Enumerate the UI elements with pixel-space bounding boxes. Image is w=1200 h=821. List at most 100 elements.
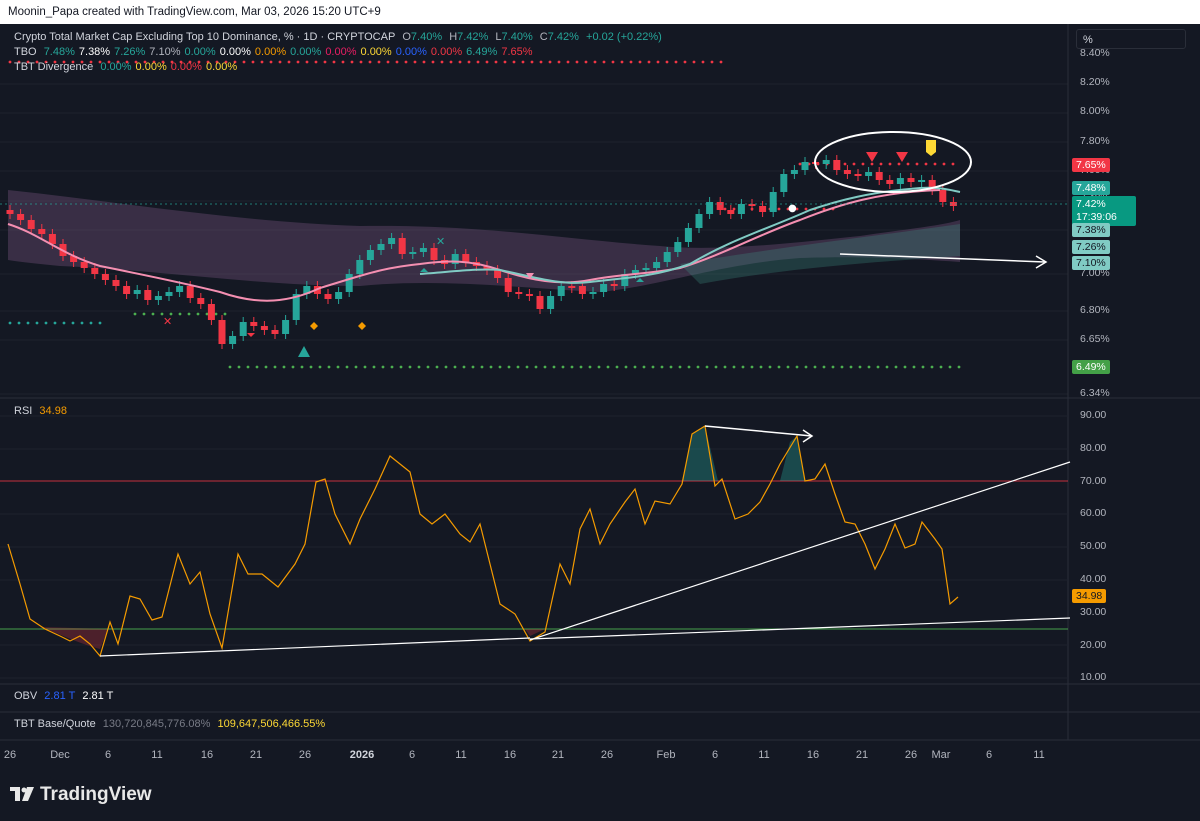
svg-text:●: ●	[788, 203, 797, 214]
level-dot	[246, 365, 250, 369]
candle	[260, 326, 268, 330]
candle	[197, 298, 205, 304]
price-tag-765: 7.65%	[1072, 158, 1110, 172]
price-axis-label: 6.80%	[1080, 304, 1110, 316]
level-dot	[840, 365, 844, 369]
candle	[854, 174, 862, 176]
level-dot	[525, 365, 529, 369]
candle	[123, 286, 131, 294]
time-axis-label: 2026	[349, 749, 375, 761]
level-dot	[116, 60, 120, 64]
level-dot	[215, 60, 219, 64]
level-dot	[615, 365, 619, 369]
rsi-axis-label: 20.00	[1080, 638, 1107, 651]
level-dot	[205, 312, 209, 316]
level-dot	[915, 162, 919, 166]
level-dot	[687, 365, 691, 369]
level-dot	[942, 162, 946, 166]
level-dot	[957, 365, 961, 369]
time-axis-label: 21	[855, 749, 869, 761]
price-axis-label: 8.20%	[1080, 76, 1110, 88]
obv-legend[interactable]: OBV 2.81 T 2.81 T	[14, 690, 117, 702]
tbt_div-value: 0.00%	[170, 61, 202, 73]
chart-area[interactable]: ✕ ✕ ●	[0, 24, 1200, 770]
candle	[822, 160, 830, 164]
tbt-base-quote-legend[interactable]: TBT Base/Quote 130,720,845,776.08% 109,6…	[14, 718, 329, 730]
level-dot	[588, 365, 592, 369]
level-dot	[296, 60, 300, 64]
level-dot	[647, 60, 651, 64]
ma-pink-line	[7, 189, 941, 302]
level-dot	[759, 365, 763, 369]
level-dot	[822, 365, 826, 369]
candle	[27, 220, 35, 229]
level-dot	[314, 60, 318, 64]
tbt-divergence-legend[interactable]: TBT Divergence 0.00% 0.00% 0.00% 0.00%	[14, 61, 241, 73]
unit-selector[interactable]: %	[1076, 29, 1186, 49]
tbo-legend[interactable]: TBO 7.48% 7.38% 7.26% 7.10% 0.00% 0.00% 0.00% 0…	[14, 46, 537, 58]
level-dot	[849, 365, 853, 369]
level-dot	[485, 60, 489, 64]
level-dot	[656, 60, 660, 64]
share-credit: Moonin_Papa created with TradingView.com…	[8, 6, 381, 18]
tbo-value: 0.00%	[219, 46, 251, 58]
level-dot	[638, 60, 642, 64]
chart-canvas[interactable]: ✕ ✕ ●	[0, 24, 1200, 770]
level-dot	[462, 365, 466, 369]
candle	[451, 254, 459, 264]
level-dot	[665, 60, 669, 64]
level-dot	[413, 60, 417, 64]
level-dot	[291, 365, 295, 369]
level-dot	[732, 365, 736, 369]
level-dot	[300, 365, 304, 369]
tradingview-logo[interactable]: TradingView	[10, 784, 152, 806]
tbo-value: 7.10%	[149, 46, 181, 58]
level-dot	[843, 162, 847, 166]
low-label: L	[495, 31, 502, 43]
level-dot	[552, 365, 556, 369]
tbo-value: 7.65%	[501, 46, 533, 58]
level-dot	[255, 365, 259, 369]
level-dot	[723, 365, 727, 369]
rsi-legend[interactable]: RSI 34.98	[14, 405, 71, 417]
candle	[430, 248, 438, 260]
level-dot	[714, 365, 718, 369]
level-dot	[62, 60, 66, 64]
level-dot	[188, 60, 192, 64]
level-dot	[453, 365, 457, 369]
candle	[91, 268, 99, 274]
candle	[642, 268, 650, 270]
candle	[6, 210, 14, 214]
tbt-base-quote-name: TBT Base/Quote	[14, 718, 96, 730]
candle	[695, 214, 703, 228]
level-dot	[440, 60, 444, 64]
level-dot	[924, 162, 928, 166]
close-value: 7.42%	[547, 31, 579, 43]
level-dot	[309, 365, 313, 369]
level-dot	[323, 60, 327, 64]
level-dot	[269, 60, 273, 64]
tbt-base-quote-value-1: 130,720,845,776.08%	[102, 718, 211, 730]
candle	[843, 170, 851, 174]
candle	[907, 178, 915, 182]
price-axis-label: 6.34%	[1080, 387, 1110, 399]
candle	[282, 320, 290, 334]
level-dot	[894, 365, 898, 369]
level-dot	[160, 312, 164, 316]
projection-arrow	[839, 253, 1046, 263]
level-dot	[260, 60, 264, 64]
candle	[536, 296, 544, 309]
high-value: 7.42%	[457, 31, 489, 43]
rsi-tag: 34.98	[1072, 589, 1107, 603]
candle	[250, 322, 258, 326]
level-dot	[831, 365, 835, 369]
tbo-value: 7.48%	[43, 46, 75, 58]
candle	[271, 330, 279, 334]
candle	[833, 160, 841, 170]
tbo-value: 7.26%	[114, 46, 146, 58]
symbol-legend[interactable]: Crypto Total Market Cap Excluding Top 10…	[14, 31, 666, 43]
level-dot	[44, 60, 48, 64]
candle	[547, 296, 555, 309]
level-dot	[885, 365, 889, 369]
time-axis-label: 6	[711, 749, 719, 761]
